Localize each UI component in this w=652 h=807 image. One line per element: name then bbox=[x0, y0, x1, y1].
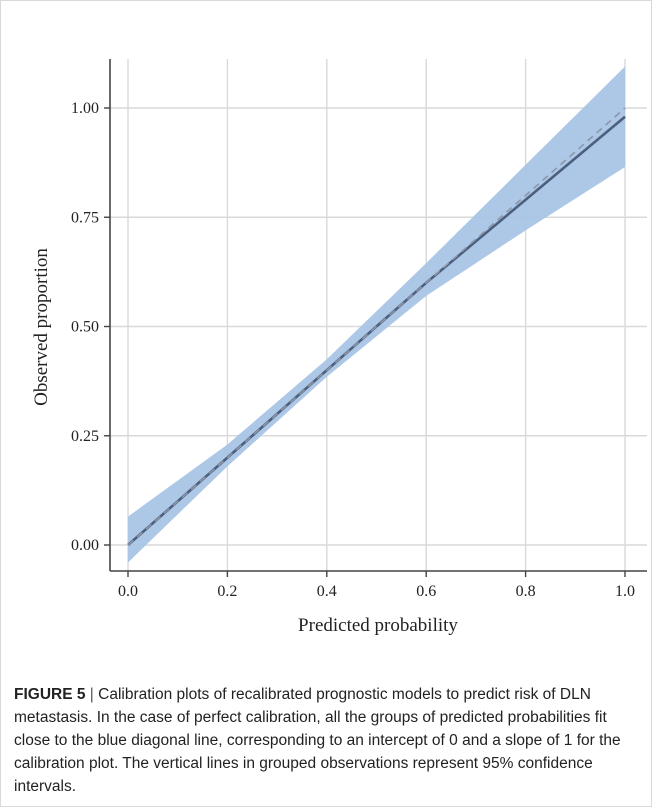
caption-text: Calibration plots of recalibrated progno… bbox=[14, 686, 621, 795]
y-tick-label-2: 0.50 bbox=[71, 319, 99, 336]
x-tick-label-4: 0.8 bbox=[516, 583, 536, 600]
x-tick-label-5: 1.0 bbox=[615, 583, 635, 600]
y-tick-label-0: 0.00 bbox=[71, 537, 99, 554]
confidence-band-layer bbox=[128, 66, 625, 563]
caption-label: FIGURE 5 bbox=[14, 686, 86, 703]
x-tick-label-0: 0.0 bbox=[118, 583, 138, 600]
y-tick-label-1: 0.25 bbox=[71, 428, 99, 445]
x-tick-label-2: 0.4 bbox=[317, 583, 337, 600]
calibration-chart: 0.0 0.2 0.4 0.6 0.8 1.0 0.00 0.25 0.50 0.75 1.00 P… bbox=[31, 59, 647, 636]
x-tick-label-3: 0.6 bbox=[416, 583, 436, 600]
tick-label-layer: 0.0 0.2 0.4 0.6 0.8 1.0 0.00 0.25 0.50 0.75 1.00 bbox=[71, 100, 635, 600]
y-axis-label: Observed proportion bbox=[31, 248, 52, 406]
figure-caption: FIGURE 5 | Calibration plots of recalibr… bbox=[14, 683, 638, 798]
axis-layer bbox=[109, 59, 647, 572]
y-tick-label-3: 0.75 bbox=[71, 209, 99, 226]
confidence-band bbox=[128, 66, 625, 563]
x-axis-label: Predicted probability bbox=[298, 615, 458, 636]
line-layer bbox=[127, 107, 626, 546]
caption-separator: | bbox=[89, 686, 94, 703]
x-tick-label-1: 0.2 bbox=[217, 583, 237, 600]
y-tick-label-4: 1.00 bbox=[71, 100, 99, 117]
reference-diagonal-line bbox=[127, 107, 626, 546]
